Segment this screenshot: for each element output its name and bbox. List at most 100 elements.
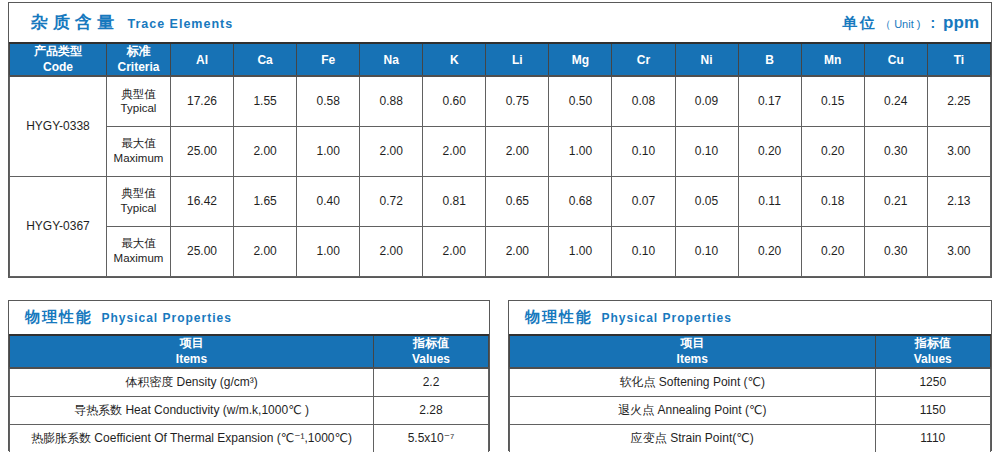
trace-value-cell-ca: 2.00 <box>234 126 297 176</box>
element-col-header-fe: Fe <box>297 43 360 76</box>
trace-value-cell-al: 25.00 <box>171 226 234 276</box>
trace-value-cell-ti: 3.00 <box>927 226 990 276</box>
property-item-cell: 导热系数 Heat Conductivity (w/m.k,1000℃ ) <box>10 396 374 424</box>
table-row: 最大值Maximum25.002.001.002.002.002.001.000… <box>10 126 991 176</box>
table-row: 应变点 Strain Point(℃)1110 <box>510 424 991 452</box>
element-col-header-li: Li <box>486 43 549 76</box>
trace-table: 产品类型Code标准CriteriaAlCaFeNaKLiMgCrNiBMnCu… <box>9 42 991 277</box>
trace-value-cell-ti: 2.25 <box>927 76 990 126</box>
unit-label-zh: 单位 <box>842 14 878 33</box>
items-col-header: 项目Items <box>10 335 374 368</box>
trace-value-cell-mn: 0.20 <box>801 226 864 276</box>
element-col-header-ti: Ti <box>927 43 990 76</box>
section-title-en: Physical Properties <box>601 311 731 325</box>
trace-value-cell-cr: 0.08 <box>612 76 675 126</box>
trace-value-cell-fe: 0.40 <box>297 176 360 226</box>
trace-value-cell-k: 2.00 <box>423 226 486 276</box>
trace-value-cell-ni: 0.09 <box>675 76 738 126</box>
trace-value-cell-cr: 0.10 <box>612 226 675 276</box>
trace-table-header: 产品类型Code标准CriteriaAlCaFeNaKLiMgCrNiBMnCu… <box>10 43 991 76</box>
table-row: HYGY-0338典型值Typical17.261.550.580.880.60… <box>10 76 991 126</box>
trace-value-cell-ni: 0.10 <box>675 126 738 176</box>
criteria-col-header: 标准Criteria <box>107 43 171 76</box>
trace-value-cell-b: 0.11 <box>738 176 801 226</box>
unit-colon: : <box>930 15 935 31</box>
trace-elements-section: 杂质含量 Trace Elements 单位 （ Unit ) : ppm 产品… <box>8 2 992 278</box>
criteria-label-cell: 典型值Typical <box>107 76 171 126</box>
element-col-header-ni: Ni <box>675 43 738 76</box>
physical-right-body: 软化点 Softening Point (℃)1250退火点 Annealing… <box>510 368 991 452</box>
trace-value-cell-fe: 0.58 <box>297 76 360 126</box>
trace-value-cell-mg: 1.00 <box>549 126 612 176</box>
element-col-header-mg: Mg <box>549 43 612 76</box>
trace-value-cell-fe: 1.00 <box>297 226 360 276</box>
table-row: 退火点 Annealing Point (℃)1150 <box>510 396 991 424</box>
trace-table-body: HYGY-0338典型值Typical17.261.550.580.880.60… <box>10 76 991 276</box>
trace-header-row: 产品类型Code标准CriteriaAlCaFeNaKLiMgCrNiBMnCu… <box>10 43 991 76</box>
section-title-zh: 物理性能 <box>525 308 593 325</box>
section-title-zh: 物理性能 <box>25 308 93 325</box>
table-row: 最大值Maximum25.002.001.002.002.002.001.000… <box>10 226 991 276</box>
trace-value-cell-k: 0.60 <box>423 76 486 126</box>
property-value-cell: 2.28 <box>374 396 489 424</box>
values-col-header: 指标值Values <box>374 335 489 368</box>
table-row: 体积密度 Density (g/cm³)2.2 <box>10 368 489 396</box>
property-value-cell: 1250 <box>875 368 990 396</box>
trace-value-cell-mg: 1.00 <box>549 226 612 276</box>
trace-value-cell-cu: 0.30 <box>864 226 927 276</box>
trace-value-cell-fe: 1.00 <box>297 126 360 176</box>
physical-properties-left-section: 物理性能 Physical Properties 项目Items指标值Value… <box>8 300 490 451</box>
section-title-en: Trace Elements <box>127 17 233 31</box>
physical-left-header: 项目Items指标值Values <box>10 335 489 368</box>
criteria-label-cell: 最大值Maximum <box>107 126 171 176</box>
trace-value-cell-b: 0.20 <box>738 126 801 176</box>
trace-value-cell-na: 0.72 <box>360 176 423 226</box>
trace-value-cell-na: 2.00 <box>360 226 423 276</box>
property-value-cell: 1150 <box>875 396 990 424</box>
items-col-header: 项目Items <box>510 335 876 368</box>
element-col-header-b: B <box>738 43 801 76</box>
table-row: HYGY-0367典型值Typical16.421.650.400.720.81… <box>10 176 991 226</box>
trace-value-cell-li: 0.75 <box>486 76 549 126</box>
trace-value-cell-mn: 0.20 <box>801 126 864 176</box>
element-col-header-na: Na <box>360 43 423 76</box>
trace-value-cell-ca: 1.65 <box>234 176 297 226</box>
product-code-cell: HYGY-0367 <box>10 176 107 276</box>
element-col-header-cu: Cu <box>864 43 927 76</box>
trace-value-cell-ti: 3.00 <box>927 126 990 176</box>
section-title: 杂质含量 Trace Elements <box>31 11 233 34</box>
physical-header-row: 项目Items指标值Values <box>10 335 489 368</box>
criteria-label-cell: 典型值Typical <box>107 176 171 226</box>
property-item-cell: 应变点 Strain Point(℃) <box>510 424 876 452</box>
trace-value-cell-al: 16.42 <box>171 176 234 226</box>
trace-elements-titlebar: 杂质含量 Trace Elements 单位 （ Unit ) : ppm <box>9 3 991 42</box>
trace-value-cell-cr: 0.10 <box>612 126 675 176</box>
trace-value-cell-k: 0.81 <box>423 176 486 226</box>
trace-value-cell-ca: 1.55 <box>234 76 297 126</box>
property-item-cell: 退火点 Annealing Point (℃) <box>510 396 876 424</box>
trace-value-cell-al: 25.00 <box>171 126 234 176</box>
trace-value-cell-ca: 2.00 <box>234 226 297 276</box>
physical-left-table: 项目Items指标值Values 体积密度 Density (g/cm³)2.2… <box>9 334 489 452</box>
physical-header-row: 项目Items指标值Values <box>510 335 991 368</box>
physical-right-table: 项目Items指标值Values 软化点 Softening Point (℃)… <box>509 334 991 452</box>
element-col-header-cr: Cr <box>612 43 675 76</box>
product-code-cell: HYGY-0338 <box>10 76 107 176</box>
trace-value-cell-k: 2.00 <box>423 126 486 176</box>
values-col-header: 指标值Values <box>875 335 990 368</box>
table-row: 导热系数 Heat Conductivity (w/m.k,1000℃ )2.2… <box>10 396 489 424</box>
trace-value-cell-li: 2.00 <box>486 126 549 176</box>
table-row: 热膨胀系数 Coefficient Of Thermal Expansion (… <box>10 424 489 452</box>
element-col-header-ca: Ca <box>234 43 297 76</box>
trace-value-cell-ni: 0.05 <box>675 176 738 226</box>
criteria-label-cell: 最大值Maximum <box>107 226 171 276</box>
physical-right-titlebar: 物理性能 Physical Properties <box>509 301 991 334</box>
trace-value-cell-mg: 0.68 <box>549 176 612 226</box>
unit-label: 单位 （ Unit ) : ppm <box>842 13 979 33</box>
property-value-cell: 2.2 <box>374 368 489 396</box>
physical-properties-right-section: 物理性能 Physical Properties 项目Items指标值Value… <box>508 300 992 451</box>
section-title: 物理性能 Physical Properties <box>525 308 732 327</box>
property-value-cell: 5.5x10⁻⁷ <box>374 424 489 452</box>
trace-value-cell-mg: 0.50 <box>549 76 612 126</box>
trace-value-cell-cu: 0.30 <box>864 126 927 176</box>
